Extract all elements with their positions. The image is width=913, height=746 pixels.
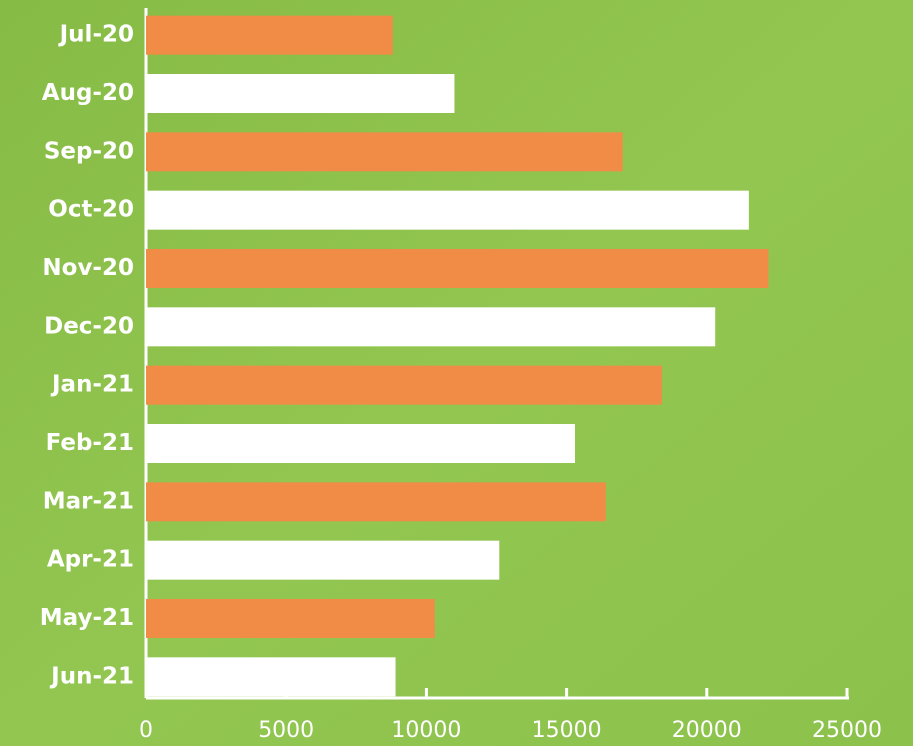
bar xyxy=(146,190,749,230)
x-tick-label: 15000 xyxy=(532,718,602,743)
y-tick-label: May-21 xyxy=(40,605,134,631)
bar xyxy=(146,249,769,288)
bar xyxy=(146,365,662,405)
x-tick-label: 25000 xyxy=(812,718,882,743)
y-tick-label: Jun-21 xyxy=(49,663,134,689)
y-tick-label: Oct-20 xyxy=(48,197,134,223)
x-tick-label: 5000 xyxy=(258,718,314,743)
y-tick-label: Dec-20 xyxy=(44,313,134,339)
bar xyxy=(146,15,393,55)
bar xyxy=(146,132,623,172)
bar xyxy=(146,307,716,347)
bar xyxy=(146,540,500,580)
bar xyxy=(146,599,435,638)
y-tick-label: Aug-20 xyxy=(42,80,134,106)
y-tick-label: Feb-21 xyxy=(46,430,134,456)
x-tick-label: 20000 xyxy=(672,718,742,743)
y-tick-label: Jan-21 xyxy=(50,372,134,398)
x-tick-label: 0 xyxy=(139,718,153,743)
y-tick-label: Nov-20 xyxy=(42,255,134,281)
bar xyxy=(146,482,606,522)
bar xyxy=(146,424,576,463)
y-tick-label: Jul-20 xyxy=(58,22,134,48)
y-tick-label: Mar-21 xyxy=(43,488,134,514)
x-tick-label: 10000 xyxy=(391,718,461,743)
y-tick-label: Apr-21 xyxy=(47,547,134,573)
y-tick-label: Sep-20 xyxy=(44,138,134,164)
bar xyxy=(146,657,396,697)
bar xyxy=(146,74,455,113)
